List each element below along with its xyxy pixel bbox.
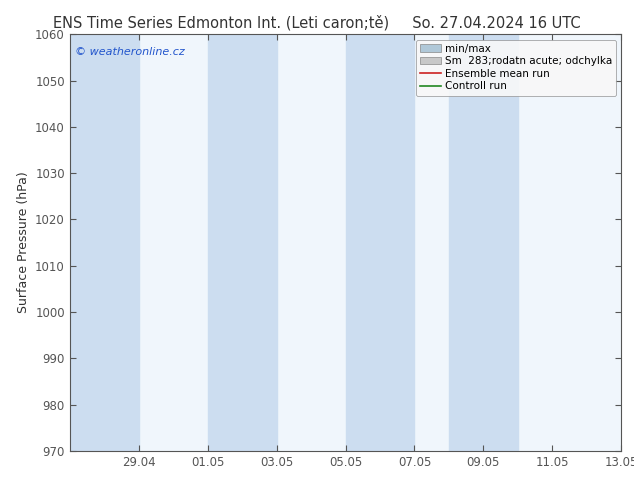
Text: ENS Time Series Edmonton Int. (Leti caron;tě)     So. 27.04.2024 16 UTC: ENS Time Series Edmonton Int. (Leti caro… <box>53 15 581 30</box>
Bar <box>346 34 415 451</box>
Bar <box>70 34 139 451</box>
Legend: min/max, Sm  283;rodatn acute; odchylka, Ensemble mean run, Controll run: min/max, Sm 283;rodatn acute; odchylka, … <box>415 40 616 96</box>
Y-axis label: Surface Pressure (hPa): Surface Pressure (hPa) <box>16 172 30 314</box>
Text: © weatheronline.cz: © weatheronline.cz <box>75 47 185 57</box>
Bar <box>449 34 518 451</box>
Bar <box>207 34 276 451</box>
